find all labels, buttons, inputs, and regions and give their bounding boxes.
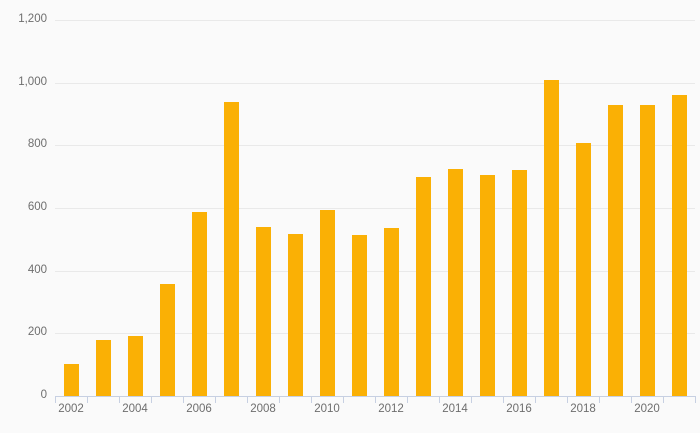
x-axis-tick (439, 396, 440, 403)
x-axis-tick (119, 396, 120, 403)
x-axis-tick-label: 2006 (186, 403, 212, 415)
x-axis-tick (407, 396, 408, 403)
y-axis-tick-label: 600 (27, 201, 47, 213)
bar[interactable] (159, 284, 175, 396)
bar[interactable] (287, 234, 303, 396)
x-axis-tick (183, 396, 184, 403)
plot-area (55, 20, 695, 397)
x-axis-tick (87, 396, 88, 403)
bar[interactable] (383, 227, 399, 396)
y-axis-tick-label: 200 (27, 326, 47, 339)
bar[interactable] (63, 363, 79, 396)
y-axis: 0 200 400 600 800 1,000 1,200 (0, 0, 47, 433)
x-axis-tick-label: 2020 (634, 403, 660, 415)
x-axis-tick (215, 396, 216, 403)
x-axis-tick-label: 2002 (58, 403, 84, 415)
bar[interactable] (351, 235, 367, 396)
gridline (55, 145, 695, 147)
x-axis-tick (567, 396, 568, 403)
y-axis-tick-label: 0 (40, 389, 47, 401)
x-axis-tick-label: 2018 (570, 403, 596, 415)
gridline (55, 333, 695, 335)
x-axis-tick (503, 396, 504, 403)
bar[interactable] (191, 211, 207, 396)
bar[interactable] (639, 104, 655, 396)
y-axis-tick-label: 800 (27, 138, 47, 151)
x-axis-tick-label: 2008 (250, 403, 276, 415)
bar[interactable] (223, 102, 239, 396)
x-axis-tick-label: 2014 (442, 403, 468, 415)
x-axis-tick (599, 396, 600, 403)
x-axis-tick (535, 396, 536, 403)
x-axis-tick (471, 396, 472, 403)
bar[interactable] (575, 142, 591, 396)
bar[interactable] (543, 80, 559, 396)
y-axis-tick-label: 400 (27, 263, 47, 276)
bar[interactable] (415, 176, 431, 396)
bar[interactable] (607, 104, 623, 396)
x-axis-tick-label: 2004 (122, 403, 148, 415)
bar[interactable] (479, 174, 495, 396)
bar[interactable] (127, 336, 143, 396)
y-axis-tick-label: 1,000 (18, 75, 47, 88)
bar[interactable] (447, 168, 463, 396)
bar[interactable] (319, 209, 335, 396)
gridline (55, 82, 695, 84)
x-axis-tick-label: 2016 (506, 403, 532, 415)
x-axis-tick (311, 396, 312, 403)
x-axis-tick (247, 396, 248, 403)
x-axis-tick-label: 2010 (314, 403, 340, 415)
x-axis-tick (55, 396, 56, 403)
bar[interactable] (671, 94, 687, 396)
bar[interactable] (511, 169, 527, 396)
bar[interactable] (255, 227, 271, 396)
bar[interactable] (95, 339, 111, 396)
gridline (55, 270, 695, 272)
x-axis-tick (343, 396, 344, 403)
x-axis-tick (631, 396, 632, 403)
x-axis-tick (663, 396, 664, 403)
y-axis-tick-label: 1,200 (18, 13, 47, 25)
gridline (55, 20, 695, 21)
x-axis-tick (151, 396, 152, 403)
x-axis-tick-label: 2012 (378, 403, 404, 415)
x-axis-tick (375, 396, 376, 403)
x-axis-tick (279, 396, 280, 403)
x-axis-tick (695, 396, 696, 403)
gridline (55, 208, 695, 209)
